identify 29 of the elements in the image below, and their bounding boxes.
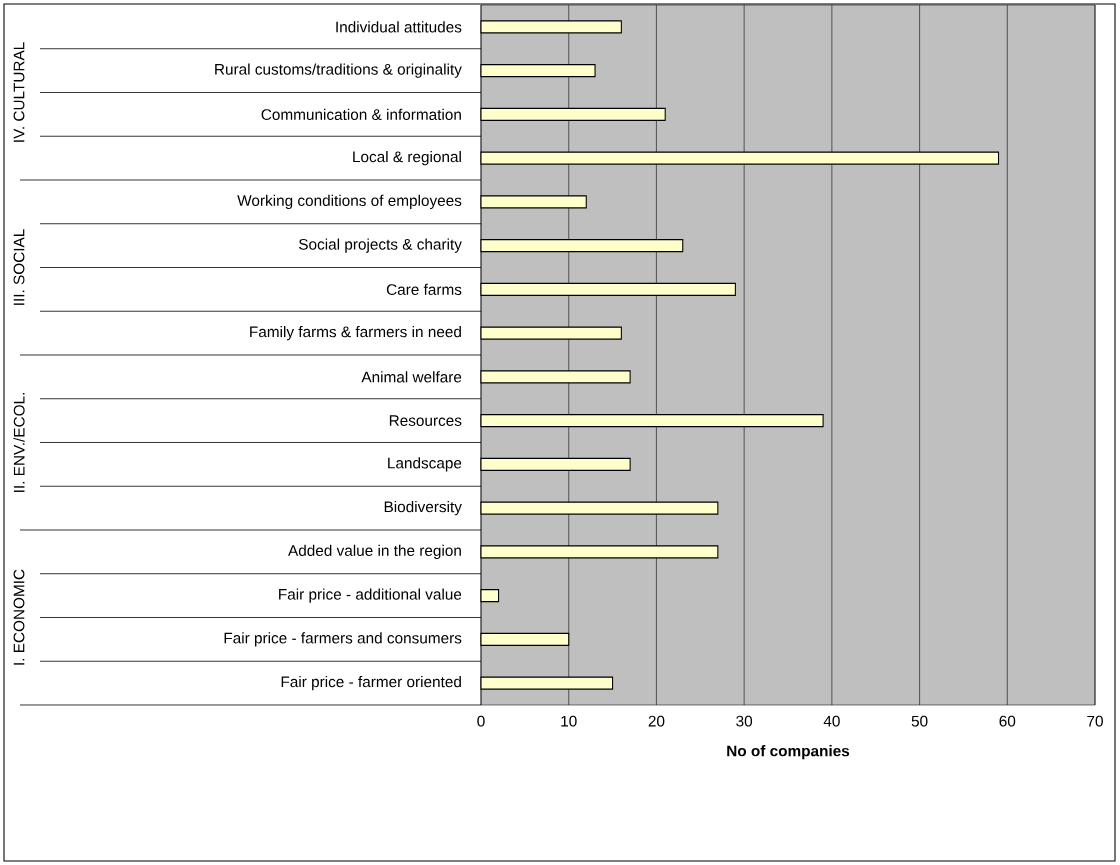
x-tick-label: 0 <box>477 715 485 727</box>
text: III. SOCIAL <box>13 229 25 305</box>
text: I. ECONOMIC <box>13 569 25 665</box>
x-tick-label: 60 <box>999 715 1016 727</box>
y-tick-label: Communication & information <box>261 108 461 121</box>
x-axis-title: No of companies <box>727 745 850 760</box>
y-tick-label: Family farms & farmers in need <box>250 325 461 341</box>
text: IV. CULTURAL <box>13 42 25 142</box>
y-tick-label: Added value in the region <box>288 544 461 560</box>
x-tick-label: 40 <box>823 715 840 727</box>
y-tick-label: Landscape <box>388 457 462 472</box>
x-tick-label: 30 <box>736 715 753 727</box>
x-tick-label: 20 <box>648 715 665 727</box>
x-tick-label: 10 <box>561 715 577 727</box>
y-tick-label: Fair price - additional value <box>279 588 462 603</box>
y-tick-label: Individual attitudes <box>336 21 462 33</box>
y-tick-label: Fair price - farmers and consumers <box>224 632 462 647</box>
y-tick-label: Animal welfare <box>361 371 462 383</box>
text: II. ENV./ECOL. <box>13 393 25 492</box>
y-tick-label: Rural customs/traditions & originality <box>215 63 462 78</box>
y-tick-label: Local & regional <box>353 150 461 166</box>
x-tick-label: 50 <box>911 715 928 727</box>
y-tick-label: Care farms <box>386 283 462 295</box>
y-tick-label: Working conditions of employees <box>237 194 462 210</box>
x-tick-label: 70 <box>1087 715 1103 727</box>
y-tick-label: Biodiversity <box>384 500 462 516</box>
y-tick-label: Social projects & charity <box>299 238 462 253</box>
y-tick-label: Resources <box>389 415 462 426</box>
y-tick-label: Fair price - farmer oriented <box>281 675 461 691</box>
